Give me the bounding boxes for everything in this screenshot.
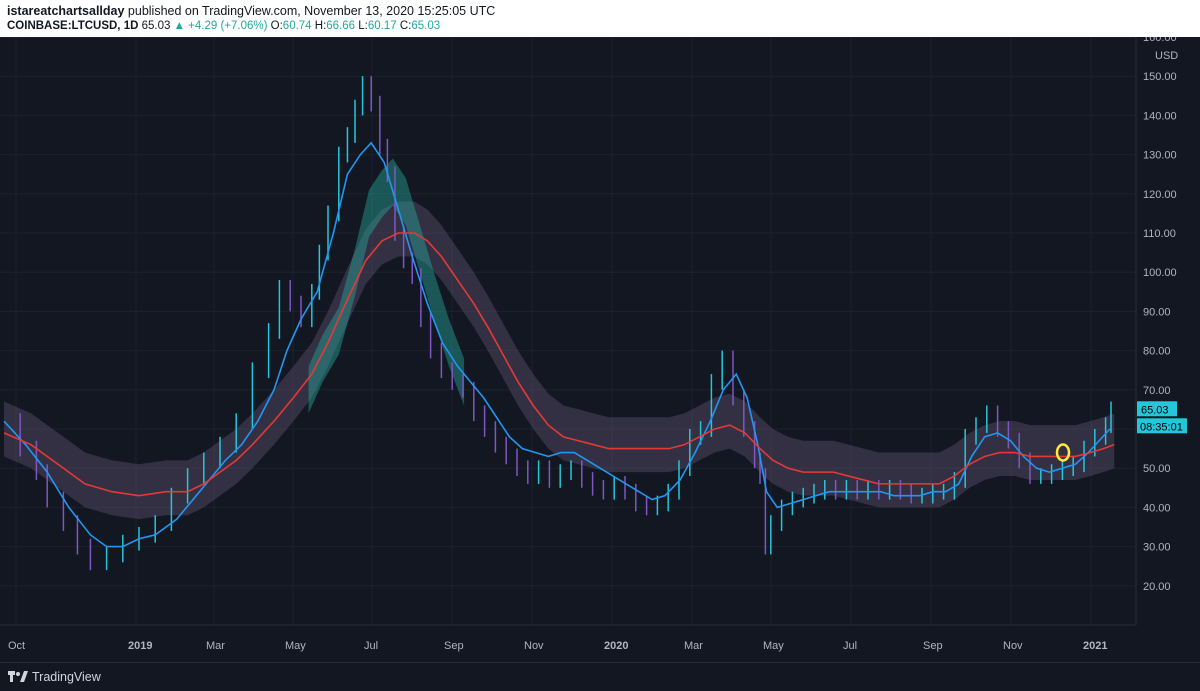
open-label: O: xyxy=(270,20,283,32)
symbol-name[interactable]: COINBASE:LTCUSD, 1D xyxy=(7,20,139,32)
y-tick-label: 100.00 xyxy=(1143,267,1177,279)
annotation-circle xyxy=(1055,443,1071,462)
close-value: 65.03 xyxy=(411,20,441,32)
x-tick-label: Nov xyxy=(1003,640,1023,652)
author-name[interactable]: istareatchartsallday xyxy=(7,4,125,18)
x-tick-label: Mar xyxy=(684,640,703,652)
y-tick-label: 120.00 xyxy=(1143,189,1177,201)
last-price-label: 65.03 xyxy=(1141,404,1169,416)
x-tick-label: 2021 xyxy=(1083,640,1107,652)
publish-info: istareatchartsallday published on Tradin… xyxy=(7,4,495,18)
tradingview-brand[interactable]: TradingView xyxy=(32,670,101,684)
y-axis-unit: USD xyxy=(1155,50,1178,62)
ichimoku-cloud-bear xyxy=(4,201,1115,520)
y-tick-label: 140.00 xyxy=(1143,110,1177,122)
x-tick-label: Nov xyxy=(524,640,544,652)
high-value: 66.66 xyxy=(326,20,356,32)
y-tick-label: 30.00 xyxy=(1143,542,1171,554)
ichimoku-cloud-bull xyxy=(308,158,465,414)
tradingview-logo-icon xyxy=(8,671,28,682)
y-tick-label: 50.00 xyxy=(1143,463,1171,475)
countdown-box xyxy=(1137,418,1187,434)
y-tick-label: 20.00 xyxy=(1143,581,1171,593)
chart-header: istareatchartsallday published on Tradin… xyxy=(0,0,1200,37)
x-tick-label: 2019 xyxy=(128,640,152,652)
y-tick-label: 130.00 xyxy=(1143,150,1177,162)
open-value: 60.74 xyxy=(282,20,312,32)
symbol-info: COINBASE:LTCUSD, 1D 65.03 ▲ +4.29 (+7.06… xyxy=(7,20,440,32)
y-tick-label: 40.00 xyxy=(1143,502,1171,514)
y-tick-label: 160.00 xyxy=(1143,37,1177,44)
high-label: H: xyxy=(314,20,327,32)
close-label: C: xyxy=(399,20,412,32)
series-line xyxy=(3,141,1111,548)
y-tick-label: 80.00 xyxy=(1143,346,1171,358)
x-tick-label: Mar xyxy=(206,640,225,652)
x-tick-label: Sep xyxy=(444,640,464,652)
price-chart[interactable]: 160.00 150.00 140.00 130.00 120.00 110.00 100.… xyxy=(0,37,1200,662)
chart-area[interactable]: 160.00 150.00 140.00 130.00 120.00 110.00 100.… xyxy=(0,37,1200,662)
last-price: 65.03 xyxy=(141,20,171,32)
y-tick-label: 110.00 xyxy=(1143,228,1176,240)
countdown-label: 08:35:01 xyxy=(1140,421,1183,433)
x-tick-label: May xyxy=(285,640,306,652)
series-line xyxy=(3,232,1115,497)
chart-footer: TradingView xyxy=(0,662,1200,691)
y-tick-label: 70.00 xyxy=(1143,385,1171,397)
last-price-box xyxy=(1137,401,1177,417)
x-tick-label: Jul xyxy=(364,640,378,652)
x-tick-label: Jul xyxy=(843,640,857,652)
x-tick-label: 2020 xyxy=(604,640,628,652)
published-text: published on TradingView.com, November 1… xyxy=(124,4,496,18)
x-tick-label: Sep xyxy=(923,640,943,652)
x-tick-label: May xyxy=(763,640,784,652)
price-change: ▲ +4.29 (+7.06%) xyxy=(173,20,268,32)
y-tick-label: 150.00 xyxy=(1143,71,1177,83)
y-tick-label: 90.00 xyxy=(1143,306,1171,318)
x-tick-label: Oct xyxy=(8,640,25,652)
low-value: 60.17 xyxy=(367,20,397,32)
low-label: L: xyxy=(358,20,368,32)
